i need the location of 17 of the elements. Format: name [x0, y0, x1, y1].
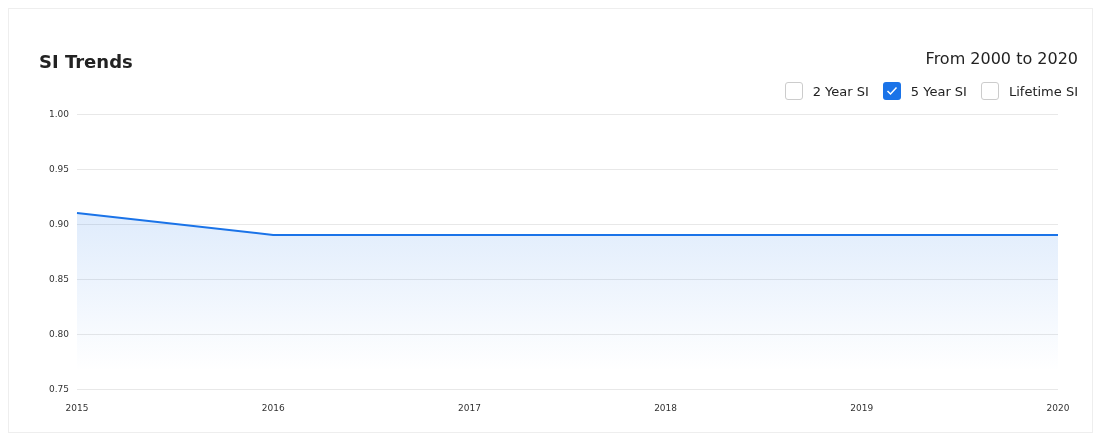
legend-label: 2 Year SI: [812, 83, 869, 99]
x-tick-label: 2015: [65, 402, 89, 413]
x-tick-label: 2017: [457, 402, 481, 413]
y-tick-label: 0.80: [48, 329, 70, 339]
y-tick-label: 0.95: [48, 164, 69, 174]
x-tick-label: 2020: [1046, 402, 1070, 413]
y-tick-label: 0.90: [48, 219, 70, 229]
y-tick-label: 0.85: [48, 274, 69, 284]
y-tick-label: 1.00: [48, 109, 70, 119]
x-tick-label: 2016: [261, 402, 285, 413]
legend-label: 5 Year SI: [910, 83, 967, 99]
y-tick-label: 0.75: [48, 384, 69, 394]
chart-subtitle: From 2000 to 2020: [925, 49, 1078, 68]
chart-title: SI Trends: [39, 51, 133, 72]
x-tick-label: 2018: [654, 402, 678, 413]
legend-label: Lifetime SI: [1008, 83, 1078, 99]
x-tick-label: 2019: [850, 402, 874, 413]
